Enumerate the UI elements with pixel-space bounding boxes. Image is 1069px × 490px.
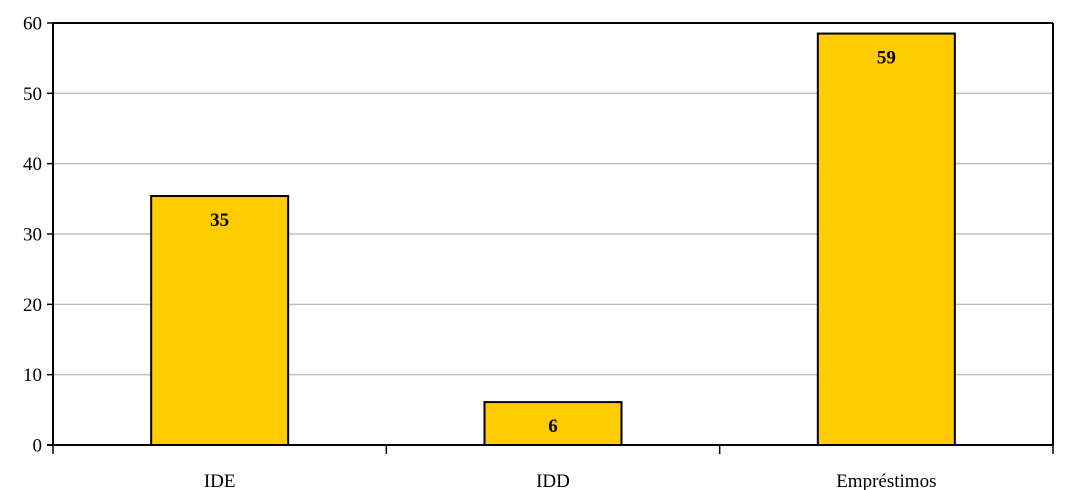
category-label-ide: IDE <box>204 471 236 490</box>
y-tick-label-20: 20 <box>23 295 42 316</box>
data-label-empréstimos: 59 <box>877 48 896 69</box>
y-tick-label-0: 0 <box>33 436 43 457</box>
y-tick-label-10: 10 <box>23 365 42 386</box>
y-tick-label-60: 60 <box>23 14 42 35</box>
y-tick-label-30: 30 <box>23 225 42 246</box>
data-label-idd: 6 <box>548 416 558 437</box>
bars <box>150 32 956 447</box>
category-label-idd: IDD <box>536 471 570 490</box>
bar-empréstimos <box>816 32 956 447</box>
category-label-empréstimos: Empréstimos <box>836 471 936 490</box>
y-tick-label-50: 50 <box>23 84 42 105</box>
data-label-ide: 35 <box>210 210 229 231</box>
labels: 0 10 20 30 40 50 60 35 IDE 6 IDD 59 Empréstimos <box>23 14 936 490</box>
bar-idd <box>483 401 623 447</box>
y-tick-label-40: 40 <box>23 154 42 175</box>
bar-ide <box>150 195 290 446</box>
axes <box>47 22 1054 454</box>
